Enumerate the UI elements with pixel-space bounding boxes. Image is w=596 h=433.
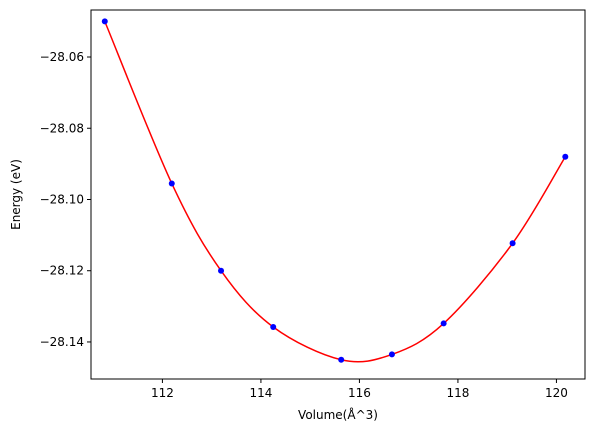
x-tick-label: 116 xyxy=(348,386,371,400)
x-axis-label: Volume(Å^3) xyxy=(298,407,378,422)
x-tick-label: 118 xyxy=(446,386,469,400)
y-tick-label: −28.08 xyxy=(40,121,84,135)
data-point xyxy=(388,351,395,358)
data-point xyxy=(218,267,225,274)
data-point xyxy=(440,320,447,327)
axes-frame xyxy=(90,9,586,380)
y-axis-label: Energy (eV) xyxy=(9,159,23,230)
x-axis: 112 114 116 118 120 xyxy=(151,379,568,400)
data-point xyxy=(562,153,569,160)
y-tick-label: −28.14 xyxy=(40,335,84,349)
x-tick-label: 120 xyxy=(545,386,568,400)
data-point xyxy=(338,356,345,363)
data-point xyxy=(101,18,108,25)
y-tick-label: −28.12 xyxy=(40,264,84,278)
plot-area xyxy=(101,18,569,363)
y-tick-label: −28.06 xyxy=(40,50,84,64)
data-point xyxy=(270,323,277,330)
y-tick-label: −28.10 xyxy=(40,192,84,206)
y-axis: −28.06 −28.08 −28.10 −28.12 −28.14 xyxy=(40,50,91,349)
data-point xyxy=(509,240,516,247)
x-tick-label: 114 xyxy=(249,386,272,400)
data-point xyxy=(168,180,175,187)
x-tick-label: 112 xyxy=(151,386,174,400)
